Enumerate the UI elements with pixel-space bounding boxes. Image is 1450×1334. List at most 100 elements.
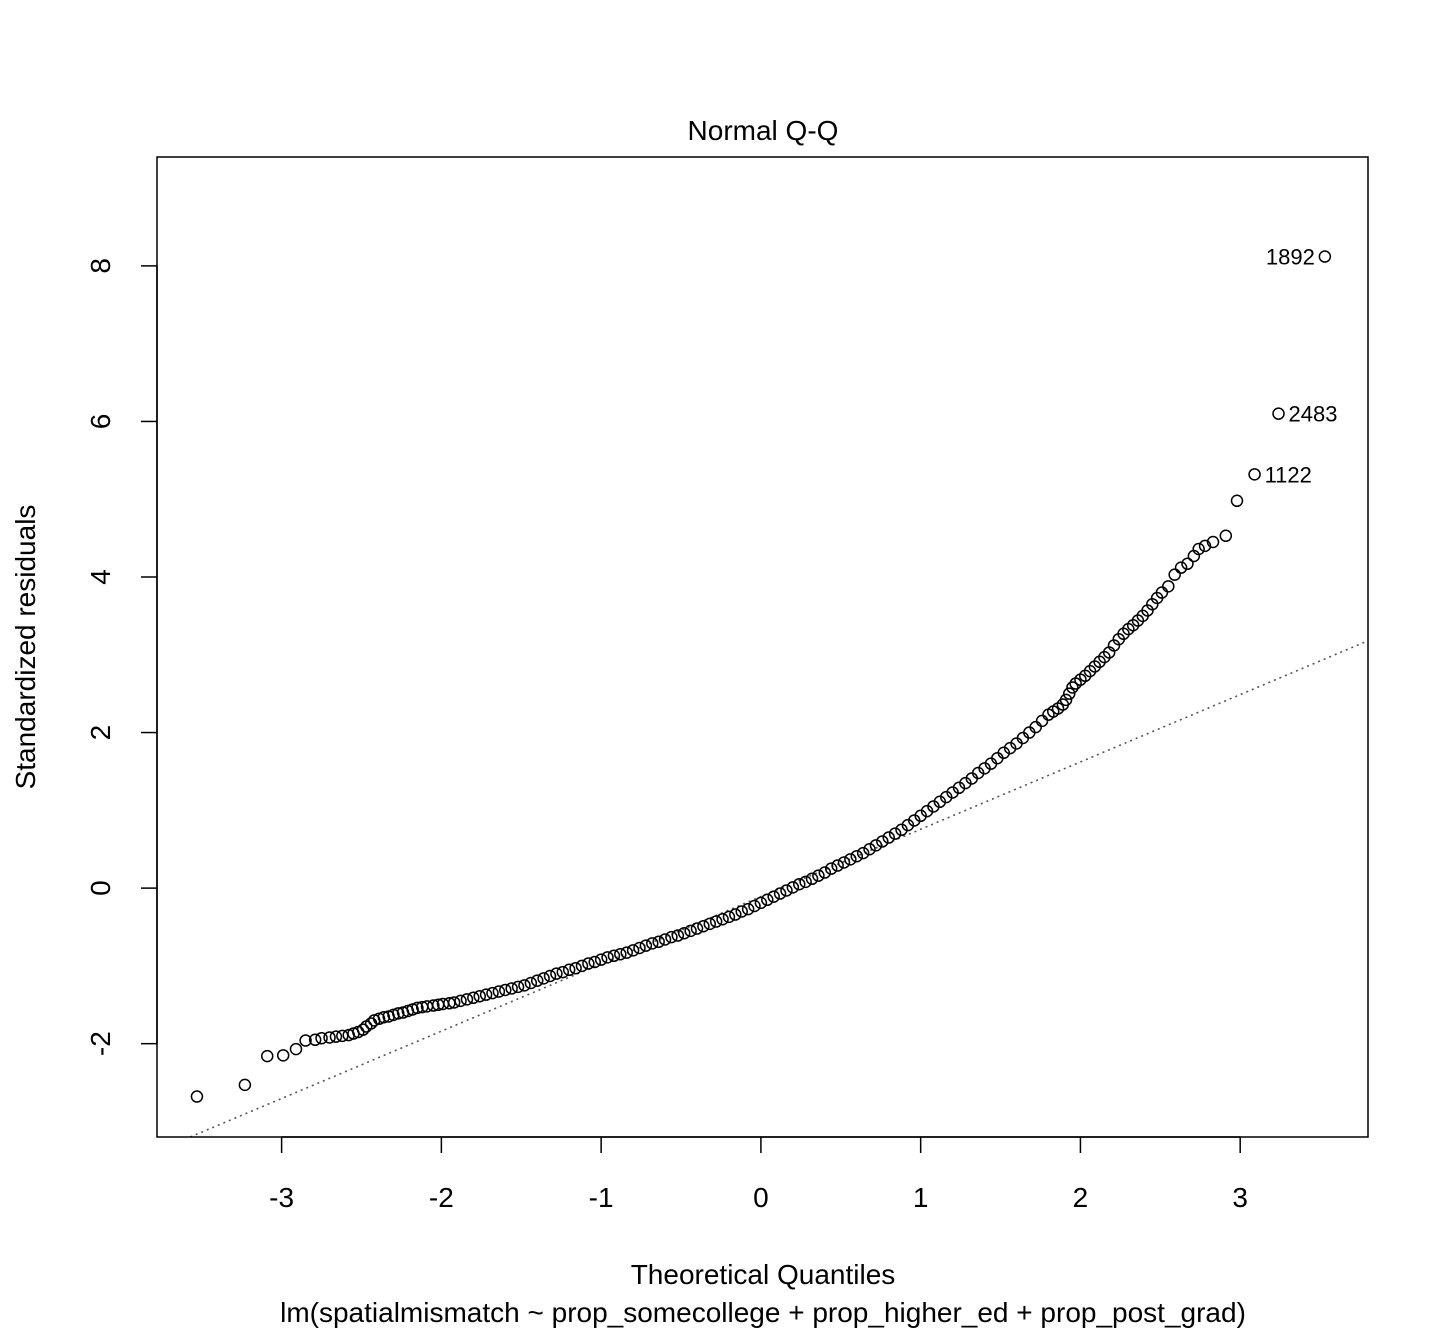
data-point bbox=[1219, 529, 1233, 543]
data-point bbox=[329, 1030, 343, 1043]
x-tick-label: 3 bbox=[1232, 1182, 1248, 1213]
data-point bbox=[447, 996, 461, 1009]
data-point bbox=[575, 959, 589, 973]
x-tick-label: -2 bbox=[429, 1182, 454, 1213]
data-point bbox=[1248, 468, 1261, 481]
data-point bbox=[1162, 580, 1175, 593]
data-point bbox=[824, 862, 838, 875]
data-point bbox=[971, 766, 985, 780]
data-point bbox=[767, 890, 780, 903]
data-point bbox=[486, 986, 499, 1000]
data-point bbox=[1029, 720, 1042, 734]
data-point bbox=[1059, 693, 1073, 707]
data-point bbox=[479, 988, 493, 1001]
data-point bbox=[856, 846, 870, 860]
data-point bbox=[639, 939, 653, 952]
data-point bbox=[697, 919, 710, 933]
data-point bbox=[646, 937, 659, 950]
data-point bbox=[812, 869, 825, 882]
data-point bbox=[690, 922, 704, 935]
data-point bbox=[190, 1090, 204, 1103]
data-point bbox=[761, 893, 774, 907]
data-point bbox=[997, 746, 1010, 760]
data-point bbox=[844, 853, 857, 866]
data-point bbox=[601, 951, 614, 964]
data-point bbox=[594, 953, 608, 966]
data-point bbox=[1155, 586, 1169, 599]
data-point bbox=[467, 991, 480, 1005]
data-point bbox=[1230, 494, 1244, 508]
data-point bbox=[614, 947, 627, 961]
data-point bbox=[537, 972, 550, 985]
data-point bbox=[492, 985, 506, 998]
data-point bbox=[633, 941, 646, 955]
data-point bbox=[786, 881, 800, 894]
point-label: 2483 bbox=[1289, 402, 1338, 427]
data-point bbox=[837, 856, 851, 869]
data-point bbox=[754, 896, 768, 910]
chart-subtitle: lm(spatialmismatch ~ prop_somecollege + … bbox=[280, 1297, 1246, 1328]
chart-title: Normal Q-Q bbox=[688, 115, 839, 146]
data-point bbox=[315, 1031, 328, 1045]
data-point bbox=[460, 993, 474, 1006]
data-point bbox=[882, 831, 895, 844]
data-point bbox=[863, 842, 876, 856]
data-point bbox=[946, 786, 959, 799]
data-point bbox=[677, 926, 691, 940]
data-point bbox=[411, 1001, 424, 1015]
data-point bbox=[260, 1049, 274, 1063]
data-point bbox=[703, 917, 717, 931]
point-label: 1122 bbox=[1265, 462, 1312, 487]
data-point bbox=[562, 963, 576, 977]
data-point bbox=[1035, 714, 1049, 728]
data-point bbox=[729, 908, 742, 921]
data-point bbox=[427, 999, 440, 1012]
data-point bbox=[511, 980, 525, 994]
data-point bbox=[671, 929, 685, 942]
data-point bbox=[556, 965, 570, 979]
x-tick-label: 1 bbox=[913, 1182, 929, 1213]
data-point bbox=[323, 1031, 336, 1044]
data-point bbox=[377, 1010, 391, 1024]
data-point bbox=[499, 983, 512, 997]
x-tick-label: -1 bbox=[589, 1182, 614, 1213]
point-labels: 1892 2483 1122 bbox=[1265, 245, 1338, 488]
data-point bbox=[1206, 535, 1220, 549]
data-point bbox=[1066, 681, 1079, 694]
y-tick-label: 6 bbox=[85, 414, 116, 430]
data-point bbox=[876, 835, 889, 848]
data-point bbox=[582, 957, 595, 970]
data-point bbox=[1003, 741, 1017, 755]
data-point bbox=[741, 902, 755, 916]
data-point bbox=[709, 915, 723, 928]
point-label: 1892 bbox=[1266, 245, 1315, 270]
y-tick-label: 2 bbox=[85, 725, 116, 741]
data-point bbox=[391, 1007, 405, 1020]
x-tick-label: 2 bbox=[1073, 1182, 1089, 1213]
data-point bbox=[289, 1042, 303, 1056]
x-tick-label: 0 bbox=[753, 1182, 769, 1213]
data-point bbox=[276, 1049, 290, 1062]
data-point bbox=[895, 823, 908, 837]
x-tick-label: -3 bbox=[269, 1182, 294, 1213]
data-point bbox=[238, 1078, 252, 1092]
data-point bbox=[299, 1034, 312, 1047]
data-point bbox=[1174, 561, 1188, 574]
data-point bbox=[901, 818, 915, 832]
data-point bbox=[792, 877, 806, 891]
data-point bbox=[626, 944, 640, 957]
y-tick-label: 4 bbox=[85, 569, 116, 585]
data-point bbox=[888, 827, 902, 840]
data-point bbox=[518, 979, 531, 992]
data-point bbox=[620, 946, 633, 959]
data-point bbox=[308, 1033, 322, 1047]
data-point bbox=[1062, 687, 1076, 700]
data-point bbox=[716, 912, 729, 926]
data-point bbox=[550, 967, 563, 980]
data-point bbox=[959, 776, 972, 790]
x-axis: -3 -2 -1 0 1 2 3 bbox=[269, 1136, 1248, 1213]
data-point bbox=[1168, 568, 1181, 581]
data-point bbox=[978, 762, 991, 775]
data-points bbox=[190, 250, 1332, 1103]
